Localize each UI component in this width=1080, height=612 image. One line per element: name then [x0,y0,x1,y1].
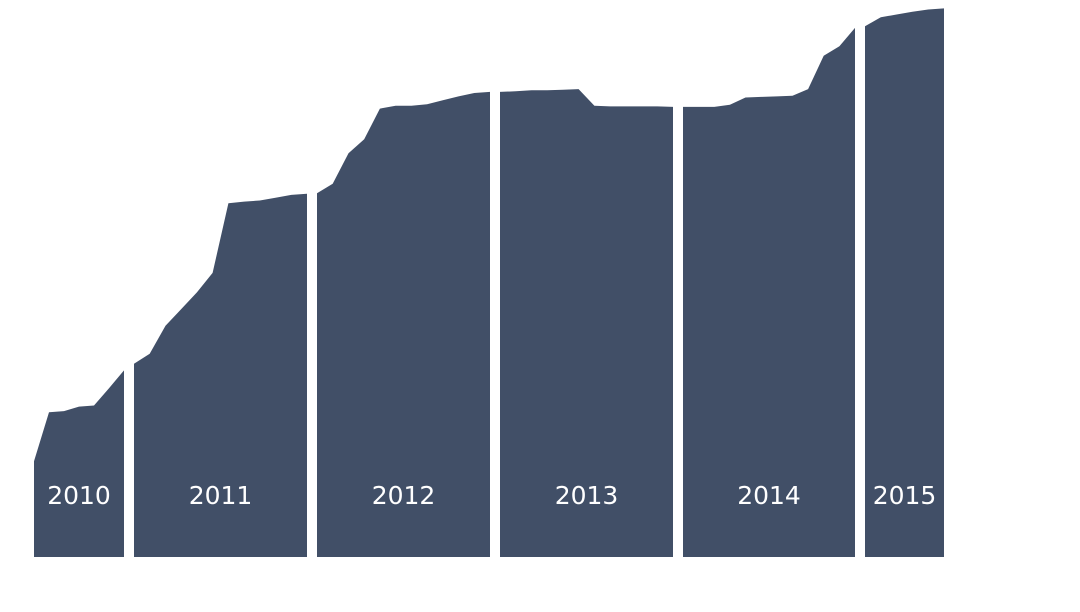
area-segment-2013 [500,89,673,557]
area-segment-2011 [134,193,307,558]
area-segment-2015 [865,8,944,557]
year-label-2010: 2010 [47,481,111,510]
year-label-2011: 2011 [189,481,253,510]
area-segment-2014 [683,27,855,557]
area-segment-2012 [317,91,490,558]
area-segment-2010 [34,370,124,557]
year-label-2015: 2015 [873,481,937,510]
year-label-2013: 2013 [555,481,619,510]
year-label-2014: 2014 [737,481,801,510]
year-label-2012: 2012 [372,481,436,510]
